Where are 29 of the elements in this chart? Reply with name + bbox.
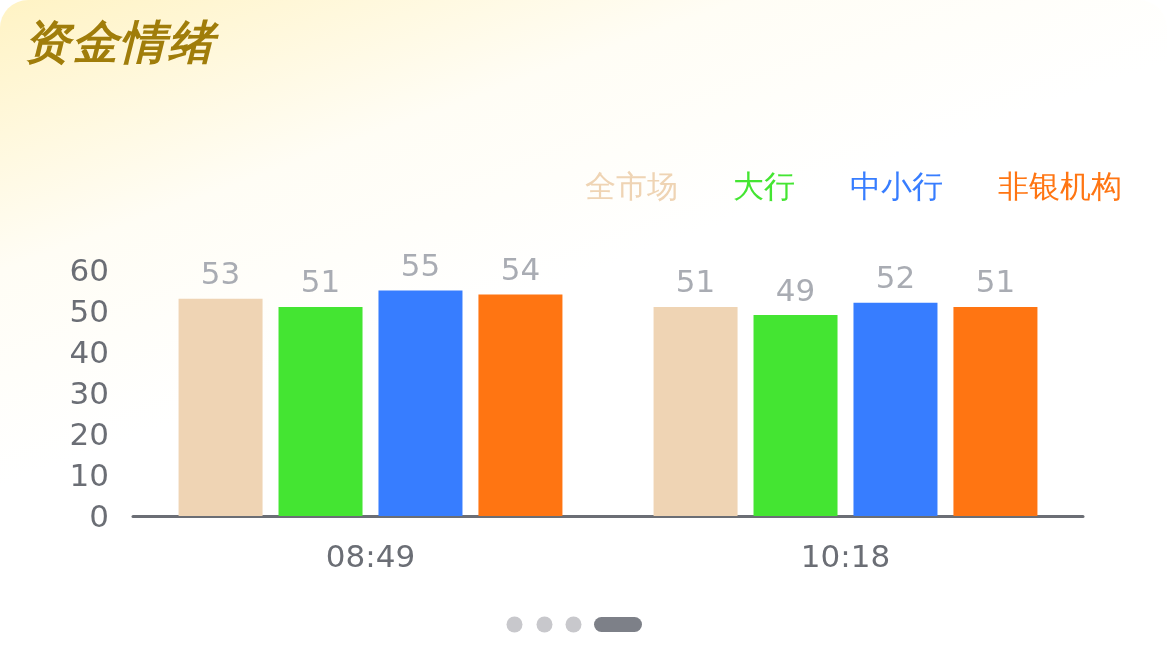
bar — [478, 294, 563, 516]
bar — [653, 306, 738, 516]
y-tick-label: 30 — [69, 375, 109, 411]
data-label: 51 — [300, 263, 341, 300]
data-label: 49 — [775, 271, 816, 308]
data-label: 51 — [975, 263, 1016, 300]
y-tick-label: 40 — [69, 334, 109, 370]
y-tick-label: 0 — [89, 498, 109, 534]
bar — [853, 302, 938, 516]
bar — [953, 306, 1038, 516]
data-label: 52 — [875, 259, 916, 296]
text: 中小行 — [850, 167, 943, 204]
text: 大行 — [733, 167, 795, 204]
data-label: 54 — [500, 251, 541, 288]
data-label: 53 — [200, 255, 241, 292]
text: 全市场 — [585, 167, 678, 204]
bar — [178, 298, 263, 516]
x-tick-label: 10:18 — [800, 537, 891, 574]
x-tick-label: 08:49 — [325, 537, 416, 574]
y-tick-label: 20 — [69, 416, 109, 452]
data-label: 51 — [675, 263, 716, 300]
y-tick-label: 10 — [69, 457, 109, 493]
bar — [278, 306, 363, 516]
bar — [753, 315, 838, 516]
bar — [378, 290, 463, 516]
y-tick-label: 60 — [69, 252, 109, 288]
data-label: 55 — [400, 247, 441, 283]
text: 非银机构 — [998, 167, 1122, 204]
y-tick-label: 50 — [69, 293, 109, 329]
